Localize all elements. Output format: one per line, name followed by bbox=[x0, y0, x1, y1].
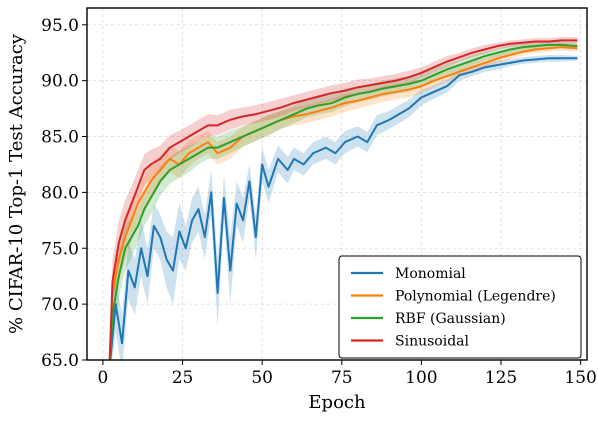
legend-label-polynomial-legendre: Polynomial (Legendre) bbox=[395, 289, 556, 305]
x-axis-title: Epoch bbox=[308, 392, 366, 413]
x-tick-label: 50 bbox=[251, 368, 273, 388]
legend-label-monomial: Monomial bbox=[395, 266, 466, 282]
legend-box bbox=[338, 255, 582, 359]
legend-label-rbf-gaussian: RBF (Gaussian) bbox=[395, 311, 506, 327]
plot-frame bbox=[86, 7, 588, 361]
band-layer bbox=[109, 37, 578, 360]
x-tick-label: 25 bbox=[172, 368, 194, 388]
legend: Monomial Polynomial (Legendre) RBF (Gaussi… bbox=[338, 255, 582, 359]
x-tick-label: 150 bbox=[564, 368, 596, 388]
x-tick-label: 75 bbox=[331, 368, 353, 388]
y-tick-label: 65.0 bbox=[41, 351, 79, 371]
sinusoidal-confidence-band bbox=[109, 37, 578, 360]
rbf-gaussian-series-line bbox=[108, 43, 578, 360]
x-tick-label: 125 bbox=[485, 368, 517, 388]
rbf-gaussian-confidence-band bbox=[109, 41, 578, 360]
tick-layer: 0 25 50 75 100 125 150 65.0 70.0 75.0 80.0 85.0 90.0… bbox=[41, 16, 597, 388]
y-axis-title: % CIFAR-10 Top-1 Test Accuracy bbox=[6, 33, 27, 334]
y-tick-label: 85.0 bbox=[41, 128, 79, 148]
polynomial-legendre-confidence-band bbox=[109, 43, 578, 360]
monomial-confidence-band bbox=[109, 54, 578, 360]
y-tick-label: 80.0 bbox=[41, 183, 79, 203]
y-tick-label: 70.0 bbox=[41, 295, 79, 315]
monomial-series-line bbox=[109, 57, 578, 360]
polynomial-legendre-series-line bbox=[108, 46, 578, 360]
sinusoidal-series-line bbox=[108, 39, 578, 360]
x-tick-label: 0 bbox=[98, 368, 109, 388]
legend-label-sinusoidal: Sinusoidal bbox=[395, 334, 470, 350]
y-tick-label: 75.0 bbox=[41, 239, 79, 259]
x-tick-label: 100 bbox=[405, 368, 437, 388]
y-tick-label: 95.0 bbox=[41, 16, 79, 36]
line-layer bbox=[108, 39, 578, 360]
y-tick-label: 90.0 bbox=[41, 72, 79, 92]
